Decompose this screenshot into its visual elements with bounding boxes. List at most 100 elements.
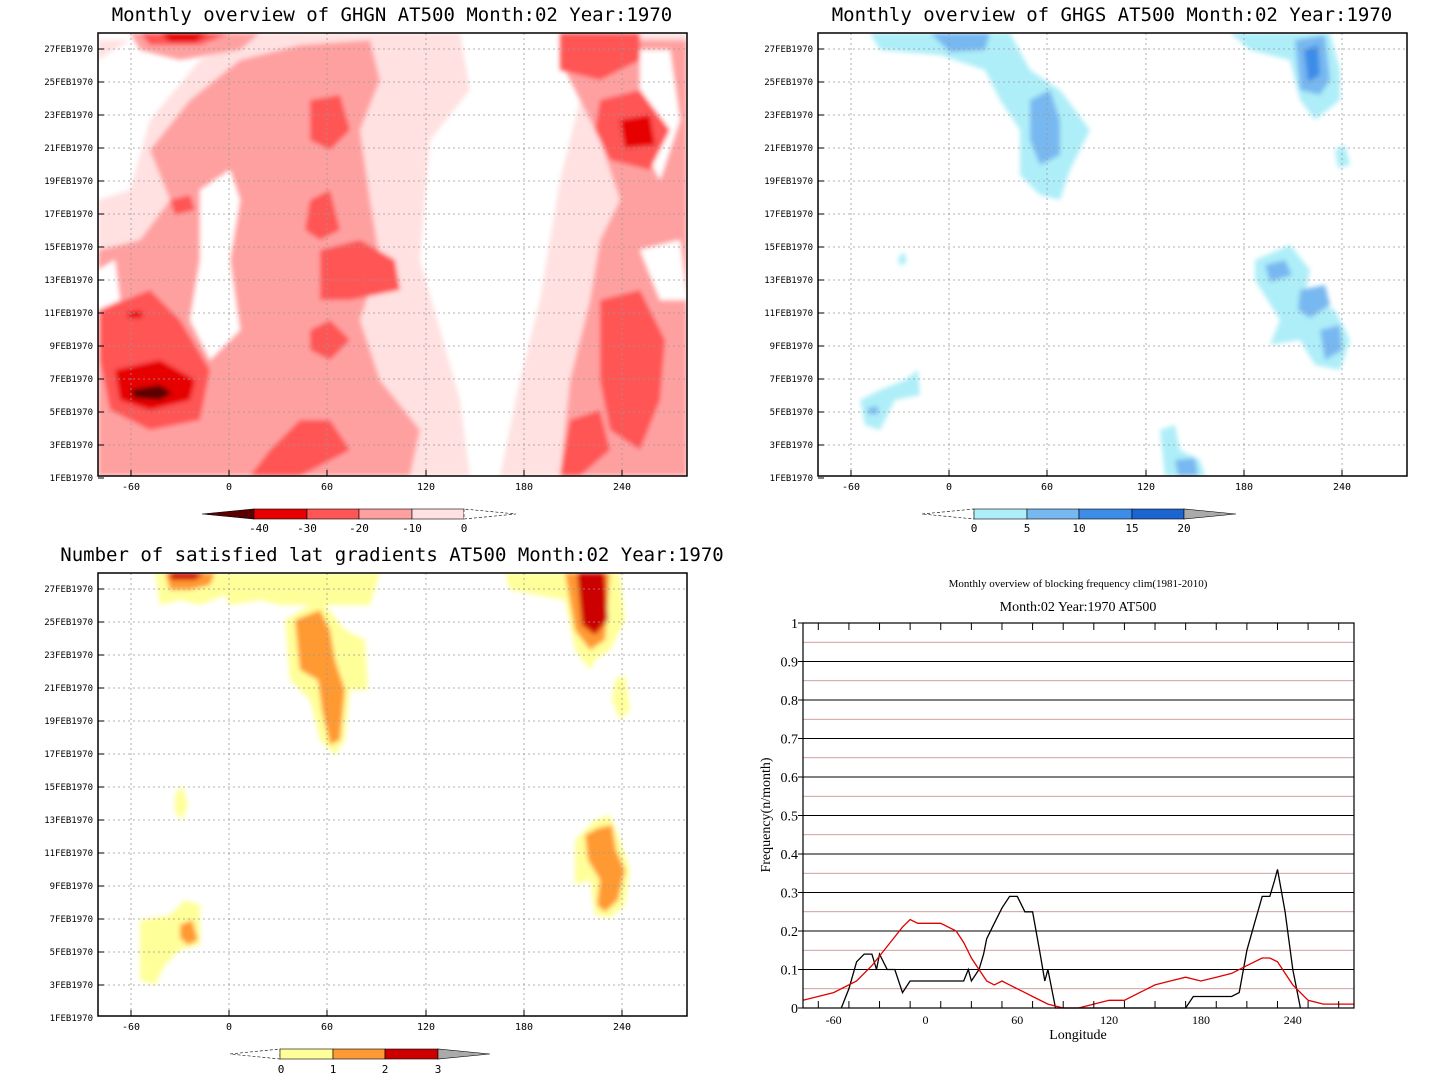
- ghgs-colorbar-swatch: [1026, 508, 1080, 520]
- ghgn-y-tick: 7FEB1970: [50, 375, 93, 385]
- ghgn-x-tick: 240: [613, 482, 631, 493]
- latgrad-x-tick: 240: [613, 1022, 631, 1033]
- ghgn-x-tick: 60: [321, 482, 333, 493]
- ghgn-y-tick: 21FEB1970: [44, 144, 93, 154]
- ghgn-y-tick: 3FEB1970: [50, 441, 93, 451]
- ghgn-y-ticklabels: 1FEB1970 3FEB1970 5FEB1970 7FEB1970 9FEB…: [44, 45, 93, 484]
- ghgn-y-tick: 1FEB1970: [50, 474, 93, 484]
- blocking-x-tick: 120: [1100, 1013, 1118, 1027]
- latgrad-panel: Number of satisfied lat gradients AT500 …: [44, 544, 724, 1076]
- latgrad-y-tick: 21FEB1970: [44, 684, 93, 694]
- latgrad-field: [98, 573, 687, 1016]
- ghgs-y-tick: 1FEB1970: [770, 474, 813, 484]
- latgrad-colorbar-swatch: [332, 1048, 386, 1060]
- ghgs-x-tick: 120: [1137, 482, 1155, 493]
- ghgs-ticks: [818, 48, 1343, 479]
- ghgs-title: Monthly overview of GHGS AT500 Month:02 …: [832, 4, 1393, 26]
- ghgn-y-tick: 5FEB1970: [50, 408, 93, 418]
- blocking-y-tick: 0: [791, 1002, 798, 1017]
- blocking-y-ticklabels: 0 0.1 0.2 0.3 0.4 0.5 0.6 0.7 0.8 0.9 1: [781, 617, 799, 1017]
- ghgn-colorbar-label: -40: [249, 522, 269, 535]
- ghgs-colorbar-label: 15: [1125, 522, 1138, 535]
- ghgs-y-tick: 7FEB1970: [770, 375, 813, 385]
- blocking-x-tick: 0: [922, 1013, 928, 1027]
- ghgs-y-tick: 27FEB1970: [764, 45, 813, 55]
- ghgn-y-tick: 25FEB1970: [44, 78, 93, 88]
- ghgn-colorbar-swatch: [201, 508, 255, 520]
- ghgs-field: [818, 33, 1407, 476]
- ghgs-y-ticklabels: 1FEB1970 3FEB1970 5FEB1970 7FEB1970 9FEB…: [764, 45, 813, 484]
- ghgs-colorbar-swatch: [1078, 508, 1133, 520]
- ghgn-panel: Monthly overview of GHGN AT500 Month:02 …: [44, 4, 688, 535]
- latgrad-y-tick: 9FEB1970: [50, 882, 93, 892]
- ghgn-y-tick: 11FEB1970: [44, 309, 93, 319]
- blocking-series-black-line: [840, 869, 1302, 1009]
- ghgs-colorbar: 0 5 10 15 20: [921, 508, 1237, 535]
- blocking-x-tick: 60: [1011, 1013, 1023, 1027]
- ghgs-colorbar-label: 10: [1072, 522, 1085, 535]
- ghgs-panel: Monthly overview of GHGS AT500 Month:02 …: [764, 4, 1408, 535]
- ghgs-x-tick: 60: [1041, 482, 1053, 493]
- latgrad-y-ticklabels: 1FEB1970 3FEB1970 5FEB1970 7FEB1970 9FEB…: [44, 585, 93, 1024]
- ghgn-x-ticklabels: -60 0 60 120 180 240: [122, 482, 631, 493]
- ghgs-x-tick: 0: [946, 482, 952, 493]
- blocking-series: [802, 869, 1354, 1009]
- latgrad-colorbar-label: 0: [278, 1063, 285, 1076]
- ghgs-y-tick: 17FEB1970: [764, 210, 813, 220]
- latgrad-ticks: [98, 588, 623, 1016]
- ghgn-frame: [97, 32, 688, 477]
- ghgs-y-tick: 13FEB1970: [764, 276, 813, 286]
- blocking-y-tick: 0.5: [781, 810, 799, 825]
- ghgs-y-tick: 23FEB1970: [764, 111, 813, 121]
- ghgn-y-tick: 19FEB1970: [44, 177, 93, 187]
- blocking-y-tick: 1: [791, 617, 798, 632]
- latgrad-x-tick: -60: [122, 1022, 140, 1033]
- latgrad-colorbar-label: 3: [435, 1063, 442, 1076]
- ghgn-y-tick: 15FEB1970: [44, 243, 93, 253]
- ghgs-y-tick: 9FEB1970: [770, 342, 813, 352]
- ghgn-colorbar-label: -10: [402, 522, 422, 535]
- ghgn-colorbar: -40 -30 -20 -10 0: [201, 508, 517, 535]
- ghgn-colorbar-label: 0: [461, 522, 468, 535]
- latgrad-colorbar-label: 2: [382, 1063, 389, 1076]
- blocking-ticks: [798, 622, 1340, 1009]
- ghgn-field: [98, 33, 687, 476]
- blocking-x-tick: 240: [1284, 1013, 1302, 1027]
- latgrad-y-tick: 3FEB1970: [50, 981, 93, 991]
- blocking-subtitle: Month:02 Year:1970 AT500: [1000, 600, 1157, 615]
- ghgn-colorbar-swatch: [253, 508, 308, 520]
- ghgn-y-tick: 23FEB1970: [44, 111, 93, 121]
- latgrad-title: Number of satisfied lat gradients AT500 …: [60, 544, 723, 566]
- latgrad-colorbar-swatch: [384, 1048, 439, 1060]
- blocking-y-tick: 0.6: [781, 771, 799, 786]
- latgrad-y-tick: 15FEB1970: [44, 783, 93, 793]
- latgrad-y-tick: 7FEB1970: [50, 915, 93, 925]
- blocking-y-tick: 0.9: [781, 656, 799, 671]
- latgrad-y-tick: 25FEB1970: [44, 618, 93, 628]
- ghgs-y-tick: 5FEB1970: [770, 408, 813, 418]
- latgrad-x-tick: 180: [515, 1022, 533, 1033]
- ghgn-colorbar-label: -20: [349, 522, 369, 535]
- latgrad-y-tick: 5FEB1970: [50, 948, 93, 958]
- ghgs-y-tick: 15FEB1970: [764, 243, 813, 253]
- ghgn-colorbar-swatch: [411, 508, 465, 520]
- latgrad-y-tick: 13FEB1970: [44, 816, 93, 826]
- ghgn-y-tick: 13FEB1970: [44, 276, 93, 286]
- blocking-y-tick: 0.8: [781, 694, 799, 709]
- blocking-y-tick: 0.7: [781, 733, 799, 748]
- latgrad-colorbar: 0 1 2 3: [229, 1048, 491, 1076]
- ghgn-colorbar-label: -30: [297, 522, 317, 535]
- ghgs-y-tick: 3FEB1970: [770, 441, 813, 451]
- latgrad-colorbar-label: 1: [330, 1063, 337, 1076]
- ghgn-y-tick: 9FEB1970: [50, 342, 93, 352]
- ghgs-x-ticklabels: -60 0 60 120 180 240: [842, 482, 1351, 493]
- blocking-y-tick: 0.1: [781, 964, 799, 979]
- latgrad-frame: [97, 572, 688, 1017]
- latgrad-y-tick: 11FEB1970: [44, 849, 93, 859]
- ghgn-y-tick: 17FEB1970: [44, 210, 93, 220]
- blocking-x-ticklabels: -60 0 60 120 180 240: [826, 1013, 1302, 1027]
- latgrad-x-ticklabels: -60 0 60 120 180 240: [122, 1022, 631, 1033]
- blocking-gridlines: [803, 641, 1354, 990]
- latgrad-x-tick: 0: [226, 1022, 232, 1033]
